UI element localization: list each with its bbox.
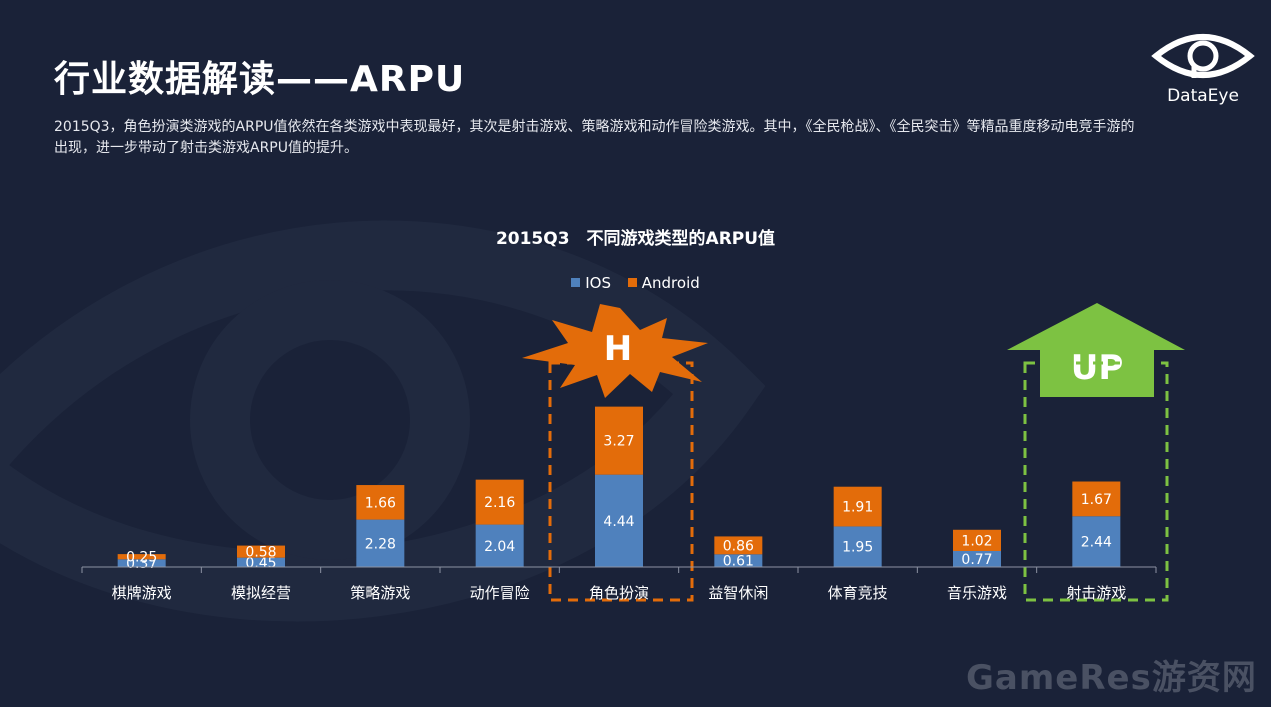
data-label-ios-8: 0.77: [961, 552, 992, 568]
x-axis-label: 射击游戏: [1066, 584, 1126, 602]
data-label-android-6: 0.86: [723, 538, 754, 554]
data-label-android-5: 3.27: [603, 434, 634, 450]
legend-label-ios: IOS: [585, 274, 611, 292]
up-arrow-shape: [1007, 303, 1185, 397]
data-label-ios-7: 1.95: [842, 540, 873, 556]
x-axis-label: 体育竞技: [828, 584, 888, 602]
data-label-ios-1: 0.37: [126, 556, 157, 572]
bar-android-8: [953, 529, 1001, 551]
legend-swatch-android: [627, 278, 637, 287]
bar-ios-9: [1072, 516, 1121, 567]
bar-android-2: [237, 545, 285, 558]
legend-label-android: Android: [641, 274, 700, 292]
x-axis-label: 策略游戏: [350, 584, 410, 602]
data-label-android-7: 1.91: [842, 500, 873, 516]
bar-ios-8: [953, 550, 1001, 567]
up-arrow-label: UP: [1071, 348, 1124, 388]
bar-android-3: [356, 485, 405, 520]
x-axis-label: 动作冒险: [470, 584, 530, 602]
highlight-box-role-playing: [548, 361, 694, 602]
bar-android-7: [833, 486, 882, 527]
data-label-ios-6: 0.61: [723, 554, 754, 570]
data-label-android-2: 0.58: [245, 545, 276, 561]
x-axis-label: 模拟经营: [231, 584, 291, 602]
chart-title: 2015Q3 不同游戏类型的ARPU值: [495, 229, 776, 249]
x-axis-label: 音乐游戏: [947, 584, 1007, 602]
dataeye-eye-logo-icon: [1151, 34, 1255, 78]
chart-legend: IOS Android: [0, 274, 1271, 292]
data-label-android-1: 0.25: [126, 550, 157, 566]
bar-ios-4: [475, 524, 524, 567]
logo-text: DataEye: [1167, 86, 1239, 106]
bar-android-1: [117, 554, 166, 560]
bar-ios-2: [237, 557, 285, 567]
x-axis-label: 角色扮演: [589, 584, 649, 602]
x-axis-label: 棋牌游戏: [112, 584, 172, 602]
bar-android-4: [475, 479, 524, 525]
data-label-android-8: 1.02: [961, 533, 992, 549]
data-label-ios-4: 2.04: [484, 539, 515, 555]
bar-ios-5: [595, 474, 643, 567]
watermark-text: GameRes游资网: [966, 658, 1257, 698]
bar-android-5: [595, 406, 643, 475]
bar-ios-6: [714, 554, 763, 567]
x-axis-label: 益智休闲: [708, 584, 768, 602]
description-text: 2015Q3，角色扮演类游戏的ARPU值依然在各类游戏中表现最好，其次是射击游戏…: [54, 119, 1135, 156]
x-axis-labels: 棋牌游戏 模拟经营 策略游戏 动作冒险 角色扮演 益智休闲 体育竞技 音乐游戏 射击游戏: [112, 584, 1127, 602]
bars-group: 0.370.25 0.450.582.281.662.042.164.443.27…: [117, 406, 1121, 572]
highlight-box-shooting: [1023, 361, 1169, 602]
data-label-ios-3: 2.28: [365, 536, 396, 552]
legend-item-android: Android: [627, 274, 700, 292]
data-label-ios-5: 4.44: [603, 514, 634, 530]
data-label-android-9: 1.67: [1081, 492, 1112, 508]
data-label-android-4: 2.16: [484, 495, 515, 511]
page-title: 行业数据解读——ARPU: [54, 59, 466, 100]
legend-item-ios: IOS: [571, 274, 611, 292]
data-label-ios-9: 2.44: [1081, 535, 1112, 551]
bar-android-9: [1072, 481, 1121, 517]
bar-ios-7: [833, 526, 882, 567]
burst-shape: [522, 304, 708, 398]
legend-swatch-ios: [571, 278, 581, 287]
data-label-android-3: 1.66: [365, 495, 396, 511]
bar-ios-3: [356, 519, 405, 567]
x-axis-ticks: [81, 567, 1157, 573]
bar-android-6: [714, 536, 763, 555]
bar-ios-1: [117, 559, 166, 567]
